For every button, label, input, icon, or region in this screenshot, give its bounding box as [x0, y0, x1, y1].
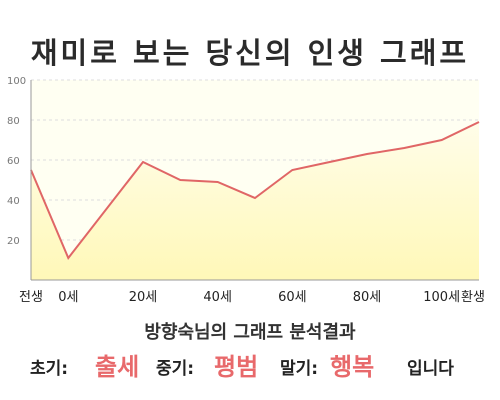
area-fill	[31, 122, 479, 280]
analysis-result: 초기: 출세 중기: 평범 말기: 행복 입니다	[0, 346, 500, 382]
mid-value: 평범	[214, 353, 259, 381]
x-tick-label: 80세	[353, 290, 382, 305]
x-tick-label: 전생	[19, 290, 43, 305]
y-tick-label: 80	[7, 116, 20, 127]
x-tick-label: 40세	[203, 290, 232, 305]
late-value: 행복	[330, 353, 375, 381]
y-tick-label: 100	[7, 76, 26, 87]
mid-label: 중기:	[156, 359, 195, 379]
y-tick-label: 20	[7, 236, 20, 247]
early-label: 초기:	[30, 359, 69, 379]
series-line	[30, 121, 480, 260]
closing-text: 입니다	[407, 359, 454, 379]
late-label: 말기:	[280, 359, 319, 379]
chart-title: 재미로 보는 당신의 인생 그래프	[30, 36, 470, 70]
x-tick-label: 100세	[423, 290, 460, 305]
x-tick-label: 환생	[461, 290, 485, 305]
analysis-subtitle: 방향숙님의 그래프 분석결과	[144, 322, 356, 343]
y-tick-label: 60	[7, 156, 20, 167]
y-tick-label: 40	[7, 196, 20, 207]
early-value: 출세	[95, 353, 140, 381]
y-tick-labels: 20 40 60 80 100	[7, 76, 26, 247]
x-tick-label: 60세	[278, 290, 307, 305]
x-tick-labels: 전생 0세 20세 40세 60세 80세 100세 환생	[19, 290, 485, 305]
x-tick-label: 0세	[58, 290, 78, 305]
x-tick-label: 20세	[129, 290, 158, 305]
